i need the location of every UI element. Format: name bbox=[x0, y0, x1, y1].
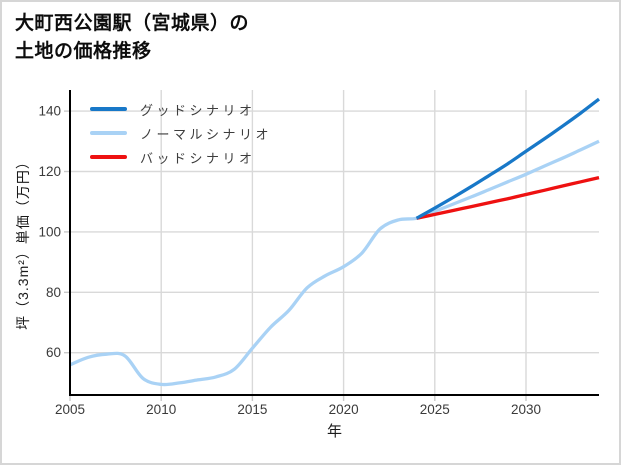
x-tick-label: 2010 bbox=[146, 402, 176, 417]
normal-scenario-line bbox=[69, 139, 600, 387]
chart-title-line1: 大町西公園駅（宮城県）の bbox=[15, 13, 250, 34]
bad-scenario-swatch bbox=[90, 155, 127, 159]
y-tick-label: 140 bbox=[38, 104, 61, 119]
y-tick-label: 120 bbox=[38, 164, 61, 179]
good-scenario-label: グッドシナリオ bbox=[140, 102, 256, 118]
legend-item-bad-scenario: バッドシナリオ bbox=[90, 145, 272, 169]
y-tick-label: 60 bbox=[46, 345, 61, 360]
legend-item-normal-scenario: ノーマルシナリオ bbox=[90, 121, 272, 145]
y-tick-label: 100 bbox=[38, 224, 61, 239]
y-axis-title: 坪（3.3m²）単価（万円） bbox=[15, 154, 31, 330]
legend-item-good-scenario: グッドシナリオ bbox=[90, 97, 272, 121]
x-axis-title: 年 bbox=[326, 423, 342, 440]
normal-scenario-swatch bbox=[90, 131, 127, 135]
chart-legend: グッドシナリオ ノーマルシナリオ バッドシナリオ bbox=[90, 97, 272, 169]
chart-title-line2: 土地の価格推移 bbox=[15, 41, 152, 62]
normal-scenario-label: ノーマルシナリオ bbox=[140, 126, 273, 142]
chart-title: 大町西公園駅（宮城県）の 土地の価格推移 bbox=[15, 10, 249, 66]
x-tick-label: 2020 bbox=[329, 402, 359, 417]
x-tick-label: 2015 bbox=[237, 402, 267, 417]
good-scenario-line bbox=[415, 97, 601, 220]
x-tick-label: 2025 bbox=[420, 402, 450, 417]
bad-scenario-line bbox=[416, 175, 600, 220]
good-scenario-swatch bbox=[90, 107, 127, 111]
x-tick-label: 2005 bbox=[55, 402, 85, 417]
y-tick-label: 80 bbox=[46, 285, 61, 300]
bad-scenario-label: バッドシナリオ bbox=[140, 150, 256, 166]
x-tick-label: 2030 bbox=[511, 402, 541, 417]
